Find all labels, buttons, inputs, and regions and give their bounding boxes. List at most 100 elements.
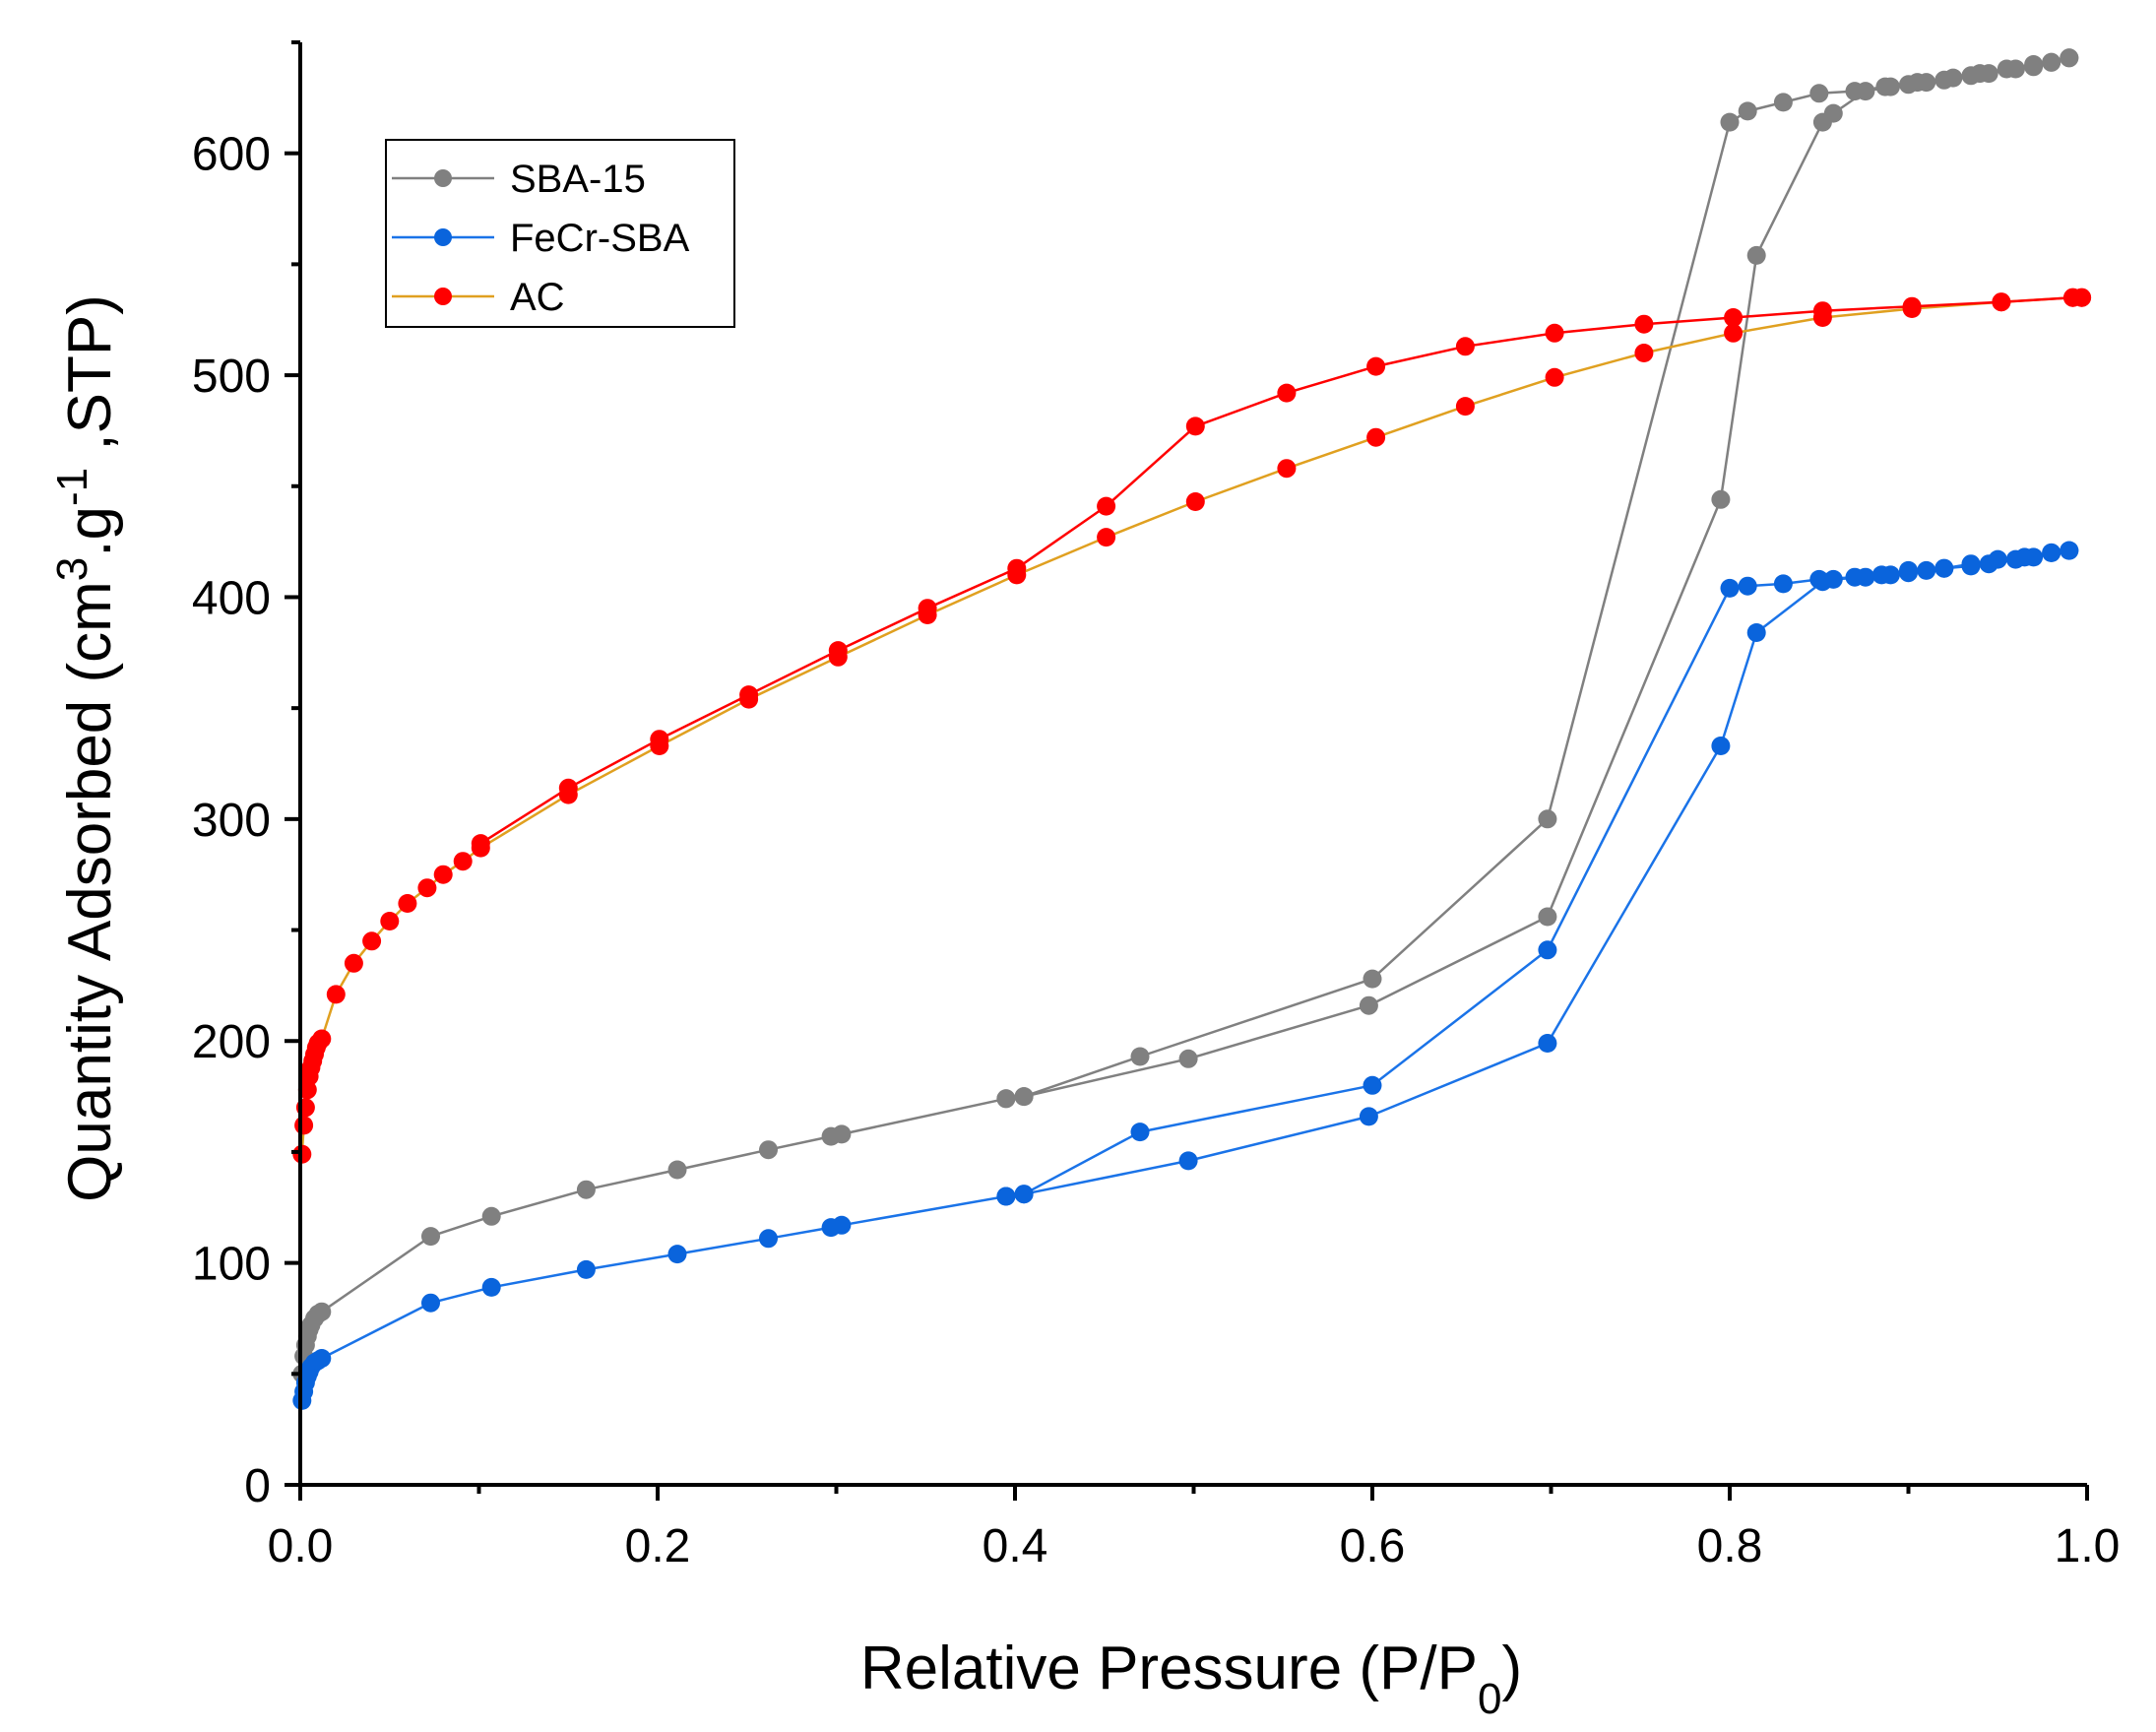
data-point-fecr-sba [1538,1034,1557,1053]
data-point-fecr-sba [1961,554,1981,574]
data-point-fecr-sba [996,1187,1016,1206]
data-point-sba-15 [1538,809,1557,829]
data-point-sba-15 [1845,82,1865,101]
x-tick-label: 0.0 [268,1520,334,1572]
data-point-fecr-sba [1014,1185,1034,1204]
data-point-sba-15 [576,1180,596,1199]
data-point-ac [398,894,417,913]
data-point-fecr-sba [1871,565,1891,585]
data-point-ac [362,931,382,951]
y-tick-label: 600 [192,129,271,181]
axes-layer: 0.0 0.2 0.4 0.6 0.8 1.0 0 100 200 300 400 500 600 [192,40,2121,1572]
data-point-fecr-sba [421,1293,440,1313]
data-point-sba-15 [1823,103,1843,123]
data-point-ac [2063,288,2082,307]
y-axis-title-superscript-3: 3 [48,557,96,581]
data-point-sba-15 [421,1227,440,1247]
y-tick-label: 200 [192,1016,271,1068]
data-point-sba-15 [759,1140,778,1160]
data-point-ac [1007,558,1027,578]
data-point-sba-15 [1538,907,1557,927]
data-point-ac [1634,314,1654,334]
y-tick-label: 500 [192,351,271,403]
data-point-sba-15 [1014,1087,1034,1107]
data-point-fecr-sba [1917,560,1936,580]
series-ac [292,288,2092,1164]
data-point-fecr-sba [1130,1123,1150,1142]
legend: SBA-15 FeCr-SBA AC [385,139,735,328]
data-point-sba-15 [312,1302,332,1321]
data-point-fecr-sba [1720,578,1740,598]
data-point-ac [1366,427,1386,447]
data-point-fecr-sba [1711,737,1731,755]
y-axis-title-superscript-neg1: -1 [48,468,96,506]
data-point-ac [1634,344,1654,362]
data-point-ac [1097,528,1116,547]
y-axis-title: Quantity Adsorbed (cm3.g-1 ,STP) [48,294,125,1202]
y-tick-label: 0 [244,1460,271,1512]
data-point-fecr-sba [576,1259,596,1279]
data-point-ac [344,953,363,973]
data-point-fecr-sba [1178,1151,1198,1171]
data-point-ac [1724,323,1744,343]
data-point-fecr-sba [1809,569,1829,589]
data-point-ac [1992,292,2011,312]
data-point-ac [1812,301,1832,321]
data-point-fecr-sba [1738,576,1757,596]
data-point-ac [294,1116,314,1135]
data-point-fecr-sba [667,1245,687,1264]
legend-entry-ac: AC [392,276,565,319]
data-point-ac [1545,323,1564,343]
data-point-sba-15 [2042,52,2061,72]
data-point-fecr-sba [481,1277,501,1297]
legend-marker-fecr-sba [434,228,452,246]
legend-entry-fecr-sba: FeCr-SBA [392,217,690,260]
data-point-sba-15 [1809,84,1829,103]
legend-label-fecr-sba: FeCr-SBA [510,217,690,260]
data-point-ac [380,912,400,930]
data-point-sba-15 [1970,64,1990,84]
y-tick-label: 300 [192,795,271,847]
data-point-fecr-sba [1363,1075,1382,1095]
data-point-ac [453,852,473,871]
legend-marker-ac [434,288,452,305]
data-point-ac [739,685,759,705]
data-point-fecr-sba [2015,547,2034,567]
data-point-fecr-sba [1934,558,1954,578]
data-point-sba-15 [1875,77,1895,96]
x-axis-title-subscript: 0 [1478,1675,1501,1723]
data-point-ac [558,778,578,798]
legend-marker-sba15 [434,169,452,187]
x-tick-label: 1.0 [2055,1520,2121,1572]
data-point-ac [1545,367,1564,387]
y-tick-label: 100 [192,1239,271,1291]
data-point-sba-15 [1746,245,1766,265]
data-point-ac [471,834,490,854]
series-layer [292,48,2092,1410]
data-point-ac [1277,383,1297,403]
data-point-sba-15 [481,1206,501,1226]
data-point-ac [1097,496,1116,516]
data-point-fecr-sba [1988,549,2007,569]
data-point-ac [918,599,937,618]
data-point-ac [1185,492,1205,511]
x-tick-label: 0.4 [983,1520,1048,1572]
data-point-fecr-sba [2060,541,2079,560]
y-tick-label: 400 [192,572,271,624]
data-point-sba-15 [1908,73,1928,93]
data-point-fecr-sba [1538,940,1557,960]
data-point-sba-15 [2024,55,2044,74]
x-tick-label: 0.2 [625,1520,691,1572]
data-point-sba-15 [1738,101,1757,121]
data-point-sba-15 [667,1160,687,1180]
data-point-ac [1724,308,1744,327]
data-point-fecr-sba [759,1229,778,1249]
data-point-sba-15 [1130,1047,1150,1066]
data-point-fecr-sba [1845,567,1865,587]
legend-label-ac: AC [510,276,565,319]
data-point-ac [650,730,669,749]
data-point-ac [1455,397,1475,417]
x-tick-label: 0.8 [1697,1520,1763,1572]
